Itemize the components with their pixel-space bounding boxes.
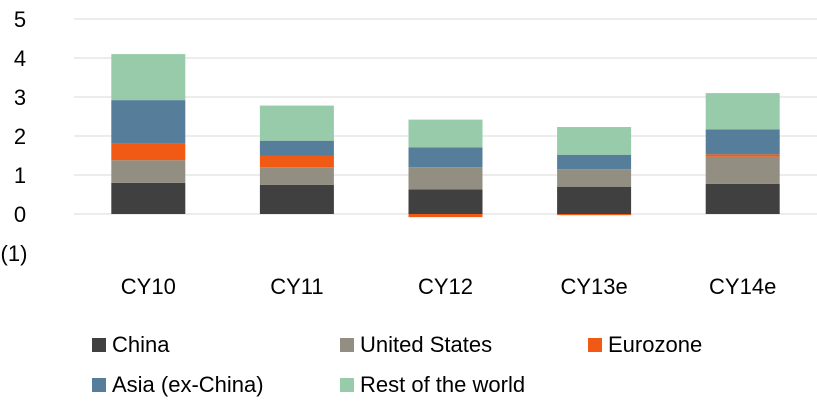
y-tick-label: (1) (1, 241, 28, 266)
x-tick-label: CY11 (270, 274, 323, 299)
legend-item-rest-of-the-world: Rest of the world (340, 372, 525, 398)
legend-swatch-rest-of-the-world (340, 378, 354, 392)
legend-item-eurozone: Eurozone (588, 332, 702, 358)
bar-segment (111, 100, 186, 144)
y-tick-label: 0 (14, 202, 26, 227)
bar-segment (408, 167, 483, 190)
legend-swatch-eurozone (588, 338, 602, 352)
legend-item-united-states: United States (340, 332, 492, 358)
legend-label-united-states: United States (360, 332, 493, 357)
x-tick-label: CY14e (709, 274, 776, 299)
x-tick-label: CY13e (560, 274, 627, 299)
bar-segment (111, 143, 186, 161)
x-tick-label: CY12 (418, 274, 473, 299)
bar-segment (408, 214, 483, 218)
legend-label-china: China (112, 332, 170, 357)
y-tick-label: 2 (14, 124, 26, 149)
bar-segment (705, 93, 780, 130)
bar-segment (408, 189, 483, 214)
y-tick-label: 5 (14, 7, 26, 32)
legend-label-asia-ex-china: Asia (ex-China) (112, 372, 264, 397)
bar-segment (259, 105, 334, 141)
bar-segment (557, 127, 632, 155)
bar-segment (705, 154, 780, 157)
legend-item-asia-ex-china: Asia (ex-China) (92, 372, 264, 398)
y-tick-label: 1 (14, 163, 26, 188)
bar-segment (705, 183, 780, 214)
legend-label-eurozone: Eurozone (608, 332, 703, 357)
legend-swatch-asia-ex-china (92, 378, 106, 392)
bar-segment (557, 214, 632, 216)
legend-label-rest-of-the-world: Rest of the world (360, 372, 526, 397)
bar-segment (408, 147, 483, 168)
legend-item-china: China (92, 332, 169, 358)
bar-segment (111, 160, 186, 183)
bar-segment (111, 182, 186, 214)
y-tick-label: 4 (14, 46, 26, 71)
bar-segment (705, 156, 780, 184)
bar-segment (557, 154, 632, 170)
bar-segment (705, 129, 780, 155)
legend-swatch-china (92, 338, 106, 352)
bar-segment (259, 155, 334, 168)
bar-segment (259, 140, 334, 156)
bar-segment (259, 167, 334, 185)
bar-segment (259, 184, 334, 214)
y-tick-label: 3 (14, 85, 26, 110)
x-tick-label: CY10 (121, 274, 176, 299)
bar-segment (408, 119, 483, 148)
bar-segment (557, 186, 632, 214)
legend-swatch-united-states (340, 338, 354, 352)
bar-segment (557, 169, 632, 187)
bar-segment (111, 54, 186, 101)
